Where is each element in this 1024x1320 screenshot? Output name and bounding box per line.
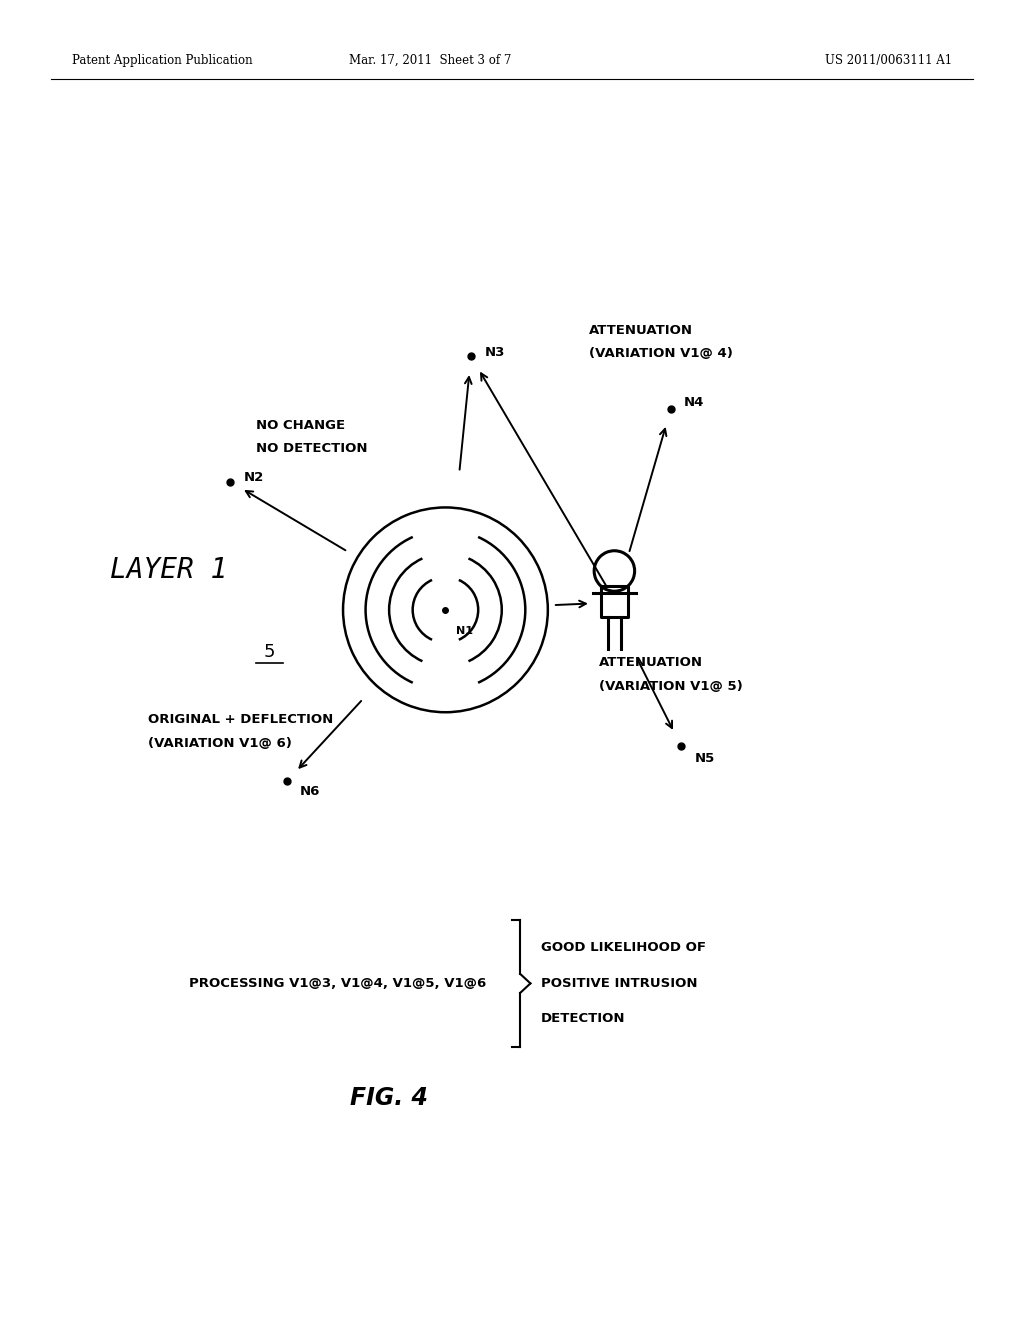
Text: US 2011/0063111 A1: US 2011/0063111 A1 bbox=[825, 54, 952, 67]
Text: Mar. 17, 2011  Sheet 3 of 7: Mar. 17, 2011 Sheet 3 of 7 bbox=[349, 54, 511, 67]
Text: N3: N3 bbox=[484, 346, 505, 359]
Text: Patent Application Publication: Patent Application Publication bbox=[72, 54, 252, 67]
Text: (VARIATION V1@ 5): (VARIATION V1@ 5) bbox=[599, 680, 742, 693]
Text: LAYER 1: LAYER 1 bbox=[111, 556, 227, 585]
Text: N2: N2 bbox=[244, 471, 264, 484]
Text: N5: N5 bbox=[694, 752, 715, 766]
Text: NO CHANGE: NO CHANGE bbox=[256, 418, 345, 432]
Text: POSITIVE INTRUSION: POSITIVE INTRUSION bbox=[541, 977, 697, 990]
Text: FIG. 4: FIG. 4 bbox=[350, 1086, 428, 1110]
Text: NO DETECTION: NO DETECTION bbox=[256, 442, 368, 455]
Text: ATTENUATION: ATTENUATION bbox=[589, 323, 693, 337]
Text: (VARIATION V1@ 6): (VARIATION V1@ 6) bbox=[148, 737, 293, 750]
Text: 5: 5 bbox=[263, 643, 275, 661]
Text: N4: N4 bbox=[684, 396, 705, 409]
Text: ATTENUATION: ATTENUATION bbox=[599, 656, 703, 669]
Text: N6: N6 bbox=[300, 785, 321, 799]
Text: GOOD LIKELIHOOD OF: GOOD LIKELIHOOD OF bbox=[541, 941, 706, 954]
Text: N1: N1 bbox=[456, 626, 473, 636]
Text: PROCESSING V1@3, V1@4, V1@5, V1@6: PROCESSING V1@3, V1@4, V1@5, V1@6 bbox=[189, 977, 486, 990]
Text: ORIGINAL + DEFLECTION: ORIGINAL + DEFLECTION bbox=[148, 713, 334, 726]
Text: DETECTION: DETECTION bbox=[541, 1012, 626, 1026]
Text: (VARIATION V1@ 4): (VARIATION V1@ 4) bbox=[589, 347, 733, 360]
